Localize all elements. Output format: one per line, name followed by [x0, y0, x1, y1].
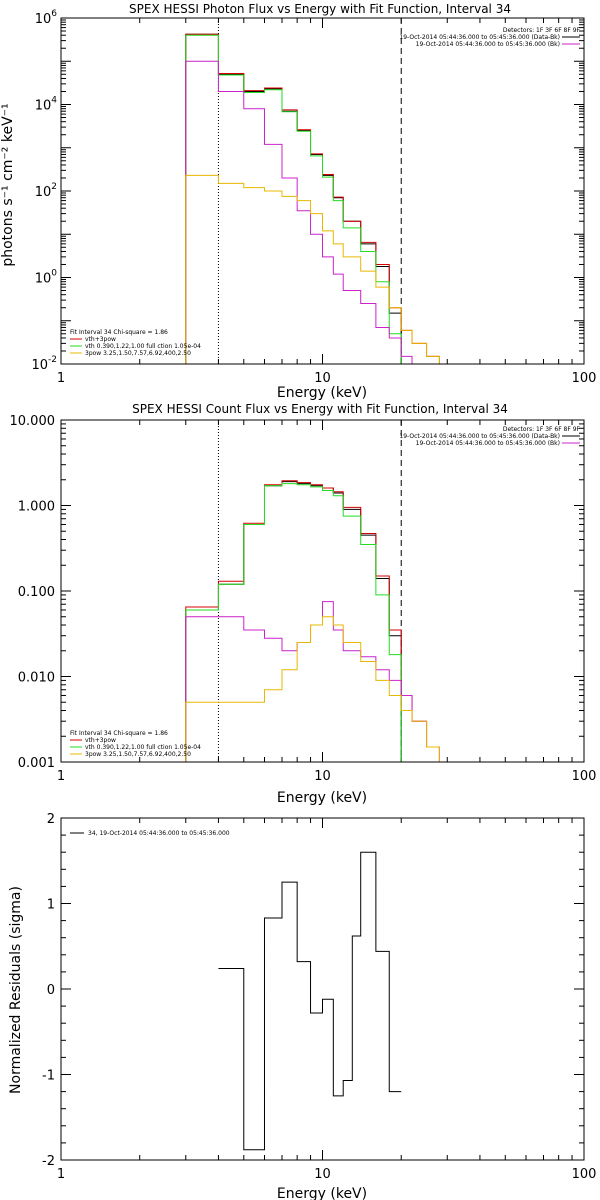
fit-legend-vth: vth 0.390,1.22,1.00 full ction 1.05e-04: [85, 343, 201, 350]
y-tick-label: 10-2: [31, 355, 57, 373]
residuals-legend-text: 34, 19-Oct-2014 05:44:36.000 to 05:45:36…: [88, 830, 230, 837]
y-tick-label: 104: [35, 96, 58, 114]
residuals-y-tick-labels: -2 -1 0 1 2: [42, 812, 55, 1169]
count-flux-xlabel: Energy (keV): [277, 790, 367, 806]
x-tick-label: 10: [314, 769, 331, 784]
photon-flux-panel: SPEX HESSI Photon Flux vs Energy with Fi…: [0, 2, 596, 401]
series-1-histogram: [185, 480, 456, 762]
top-legend-bk: 19-Oct-2014 05:44:36.000 to 05:45:36.000…: [416, 440, 560, 447]
y-tick-label: 0.100: [18, 585, 55, 600]
photon-flux-plot-area: [60, 17, 585, 365]
top-legend-data-bk: 19-Oct-2014 05:44:36.000 to 05:45:36.000…: [399, 34, 560, 41]
top-legend-detectors: Detectors: 1F 3F 6F 8F 9F: [503, 27, 581, 34]
fit-legend-chi-square: Fit Interval 34 Chi-square = 1.86: [70, 329, 168, 336]
y-tick-label: 0.001: [18, 756, 55, 771]
series-3-histogram: [185, 601, 456, 762]
count-flux-plot-area: [60, 419, 585, 763]
fit-legend-total: vth+3pow: [85, 737, 116, 744]
plot-frame: [60, 419, 585, 763]
y-tick-label: -2: [42, 1154, 55, 1169]
x-tick-label: 100: [572, 371, 597, 386]
photon-flux-ylabel: photons s⁻¹ cm⁻² keV⁻¹: [0, 103, 16, 266]
plot-frame: [60, 817, 585, 1161]
photon-flux-x-tick-labels: 1 10 100: [57, 371, 597, 386]
series-1-histogram: [185, 33, 456, 364]
y-tick-label: 0.010: [18, 671, 55, 686]
y-tick-label: -1: [42, 1069, 55, 1084]
series-0-histogram: [218, 851, 402, 1151]
series-0-histogram: [185, 33, 456, 364]
series-0-histogram: [185, 481, 456, 762]
photon-flux-top-legend: Detectors: 1F 3F 6F 8F 9F 19-Oct-2014 05…: [399, 27, 580, 48]
fit-legend-total: vth+3pow: [85, 336, 116, 343]
y-tick-label: 0: [47, 983, 55, 998]
y-tick-label: 1.000: [18, 500, 55, 515]
x-tick-label: 100: [572, 769, 597, 784]
x-tick-label: 1: [57, 1167, 65, 1182]
photon-flux-xlabel: Energy (keV): [277, 385, 367, 401]
residuals-panel: Energy (keV) Normalized Residuals (sigma…: [8, 812, 596, 1200]
count-flux-x-tick-labels: 1 10 100: [57, 769, 597, 784]
fit-legend-3pow: 3pow 3.25,1.50,7.57,6.92,400,2.50: [85, 751, 191, 758]
x-tick-label: 10: [314, 1167, 331, 1182]
residuals-ylabel: Normalized Residuals (sigma): [8, 886, 24, 1094]
plot-frame: [60, 17, 585, 365]
x-tick-label: 10: [314, 371, 331, 386]
count-flux-fit-legend: Fit Interval 34 Chi-square = 1.86 vth+3p…: [70, 730, 201, 758]
residuals-legend: 34, 19-Oct-2014 05:44:36.000 to 05:45:36…: [70, 830, 230, 837]
residuals-xlabel: Energy (keV): [277, 1186, 367, 1200]
count-flux-title: SPEX HESSI Count Flux vs Energy with Fit…: [132, 402, 508, 416]
photon-flux-y-tick-labels: 10-2 100 102 104 106: [31, 9, 57, 373]
fit-legend-vth: vth 0.390,1.22,1.00 full ction 1.05e-04: [85, 744, 201, 751]
fit-legend-chi-square: Fit Interval 34 Chi-square = 1.86: [70, 730, 168, 737]
y-tick-label: 10.000: [10, 414, 56, 429]
count-flux-top-legend: Detectors: 1F 3F 6F 8F 9F 19-Oct-2014 05…: [399, 426, 580, 447]
series-4-histogram: [185, 174, 456, 364]
top-legend-data-bk: 19-Oct-2014 05:44:36.000 to 05:45:36.000…: [399, 433, 560, 440]
x-tick-label: 100: [572, 1167, 597, 1182]
fit-legend-3pow: 3pow 3.25,1.50,7.57,6.92,400,2.50: [85, 350, 191, 357]
y-tick-label: 106: [35, 9, 58, 27]
series-3-histogram: [185, 60, 456, 364]
count-flux-y-tick-labels: 0.001 0.010 0.100 1.000 10.000: [10, 414, 56, 771]
photon-flux-title: SPEX HESSI Photon Flux vs Energy with Fi…: [129, 2, 511, 16]
residuals-x-tick-labels: 1 10 100: [57, 1167, 597, 1182]
top-legend-bk: 19-Oct-2014 05:44:36.000 to 05:45:36.000…: [416, 41, 560, 48]
x-tick-label: 1: [57, 769, 65, 784]
residuals-plot-area: [60, 817, 585, 1161]
x-tick-label: 1: [57, 371, 65, 386]
count-flux-panel: SPEX HESSI Count Flux vs Energy with Fit…: [10, 402, 597, 806]
series-2-histogram: [185, 34, 456, 364]
y-tick-label: 2: [47, 812, 55, 827]
y-tick-label: 1: [47, 898, 55, 913]
series-4-histogram: [185, 616, 456, 762]
y-tick-label: 100: [35, 269, 58, 287]
y-tick-label: 102: [35, 182, 57, 200]
series-2-histogram: [185, 483, 456, 762]
photon-flux-fit-legend: Fit Interval 34 Chi-square = 1.86 vth+3p…: [70, 329, 201, 357]
top-legend-detectors: Detectors: 1F 3F 6F 8F 9F: [503, 426, 581, 433]
